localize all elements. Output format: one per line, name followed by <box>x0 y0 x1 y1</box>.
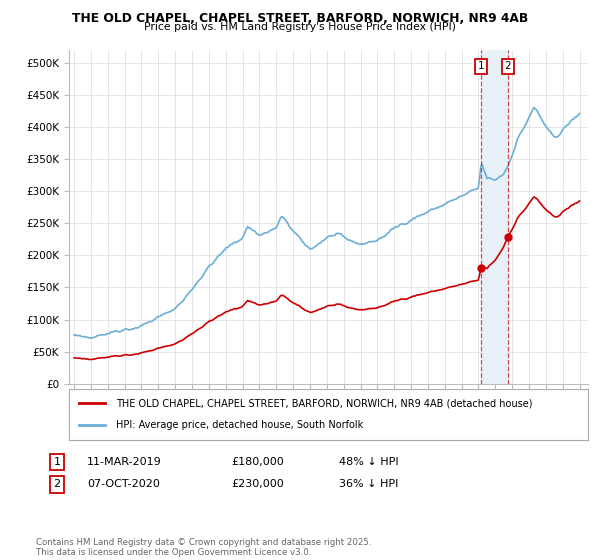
Text: Price paid vs. HM Land Registry's House Price Index (HPI): Price paid vs. HM Land Registry's House … <box>144 22 456 32</box>
Bar <box>481 50 508 384</box>
Text: THE OLD CHAPEL, CHAPEL STREET, BARFORD, NORWICH, NR9 4AB (detached house): THE OLD CHAPEL, CHAPEL STREET, BARFORD, … <box>116 398 532 408</box>
Text: 1: 1 <box>478 62 485 72</box>
Text: Contains HM Land Registry data © Crown copyright and database right 2025.
This d: Contains HM Land Registry data © Crown c… <box>36 538 371 557</box>
Text: 07-OCT-2020: 07-OCT-2020 <box>87 479 160 489</box>
Text: 1: 1 <box>53 457 61 467</box>
Text: 2: 2 <box>505 62 511 72</box>
Text: 11-MAR-2019: 11-MAR-2019 <box>87 457 162 467</box>
Text: 48% ↓ HPI: 48% ↓ HPI <box>339 457 398 467</box>
Text: £230,000: £230,000 <box>231 479 284 489</box>
Text: 36% ↓ HPI: 36% ↓ HPI <box>339 479 398 489</box>
Text: HPI: Average price, detached house, South Norfolk: HPI: Average price, detached house, Sout… <box>116 421 363 431</box>
Text: £180,000: £180,000 <box>231 457 284 467</box>
Text: 2: 2 <box>53 479 61 489</box>
Text: THE OLD CHAPEL, CHAPEL STREET, BARFORD, NORWICH, NR9 4AB: THE OLD CHAPEL, CHAPEL STREET, BARFORD, … <box>72 12 528 25</box>
